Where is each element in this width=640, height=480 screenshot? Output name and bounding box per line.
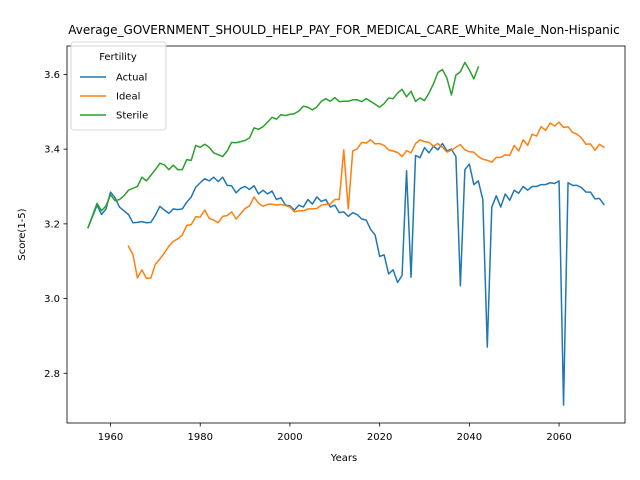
series-line-actual — [87, 142, 605, 406]
chart-title: Average_GOVERNMENT_SHOULD_HELP_PAY_FOR_M… — [68, 23, 619, 37]
legend-label-actual: Actual — [116, 73, 147, 84]
x-tick-label: 1980 — [187, 432, 212, 443]
y-tick-label: 3.0 — [44, 294, 60, 305]
x-tick-label: 2000 — [277, 432, 302, 443]
legend-label-ideal: Ideal — [116, 92, 140, 103]
y-axis-ticks: 2.8 3.0 3.2 3.4 3.6 — [44, 70, 67, 380]
x-tick-label: 2020 — [367, 432, 392, 443]
legend-items: Actual Ideal Sterile — [80, 73, 148, 122]
x-axis-ticks: 1960 1980 2000 2020 2040 2060 — [98, 423, 572, 443]
y-tick-label: 3.4 — [44, 145, 60, 156]
x-tick-label: 2060 — [546, 432, 571, 443]
legend-box — [70, 41, 167, 131]
y-tick-label: 2.8 — [44, 369, 60, 380]
y-tick-label: 3.6 — [44, 70, 60, 81]
series-line-ideal — [127, 121, 605, 280]
y-axis-label: Score(1-5) — [17, 208, 28, 260]
series-line-sterile — [87, 61, 480, 229]
plot-frame — [66, 45, 626, 424]
plot-lines — [87, 61, 605, 406]
legend-title: Fertility — [99, 52, 137, 63]
legend-label-sterile: Sterile — [116, 111, 148, 122]
legend: Fertility Actual Ideal Sterile — [70, 41, 167, 131]
x-tick-label: 2040 — [457, 432, 482, 443]
x-axis-label: Years — [330, 453, 357, 464]
y-tick-label: 3.2 — [44, 219, 60, 230]
x-tick-label: 1960 — [98, 432, 123, 443]
